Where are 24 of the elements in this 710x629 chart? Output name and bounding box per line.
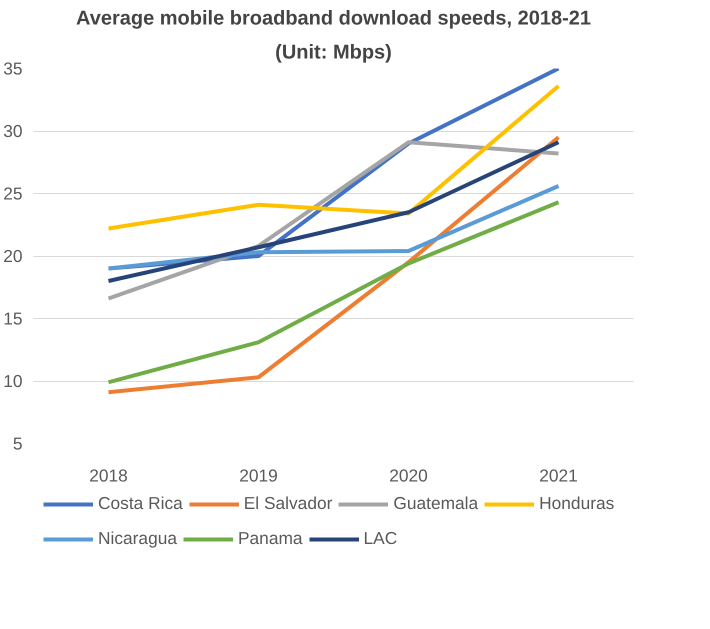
chart-title: Average mobile broadband download speeds, 2018-21 <box>76 8 591 30</box>
y-tick-label: 5 <box>12 434 23 454</box>
y-tick-label: 25 <box>3 184 23 204</box>
legend-label: Honduras <box>539 493 614 514</box>
line-series <box>106 184 560 270</box>
legend-label: Guatemala <box>393 493 478 514</box>
y-tick-label: 15 <box>3 308 23 328</box>
y-tick-label: 20 <box>3 246 23 266</box>
legend-label: Nicaragua <box>98 528 177 549</box>
line-series <box>106 84 560 230</box>
x-tick-label: 2018 <box>89 466 128 486</box>
x-tick-label: 2019 <box>239 466 278 486</box>
line-series <box>106 200 560 384</box>
x-tick-label: 2021 <box>539 466 578 486</box>
x-tick-label: 2020 <box>389 466 428 486</box>
legend-label: LAC <box>364 528 398 549</box>
y-tick-label: 35 <box>3 58 23 78</box>
line-series <box>106 135 560 394</box>
y-tick-label: 10 <box>3 371 23 391</box>
legend-label: Panama <box>238 528 303 549</box>
y-tick-label: 30 <box>3 121 23 141</box>
legend-label: El Salvador <box>244 493 332 514</box>
legend-label: Costa Rica <box>98 493 183 514</box>
chart-subtitle: (Unit: Mbps) <box>275 42 392 64</box>
